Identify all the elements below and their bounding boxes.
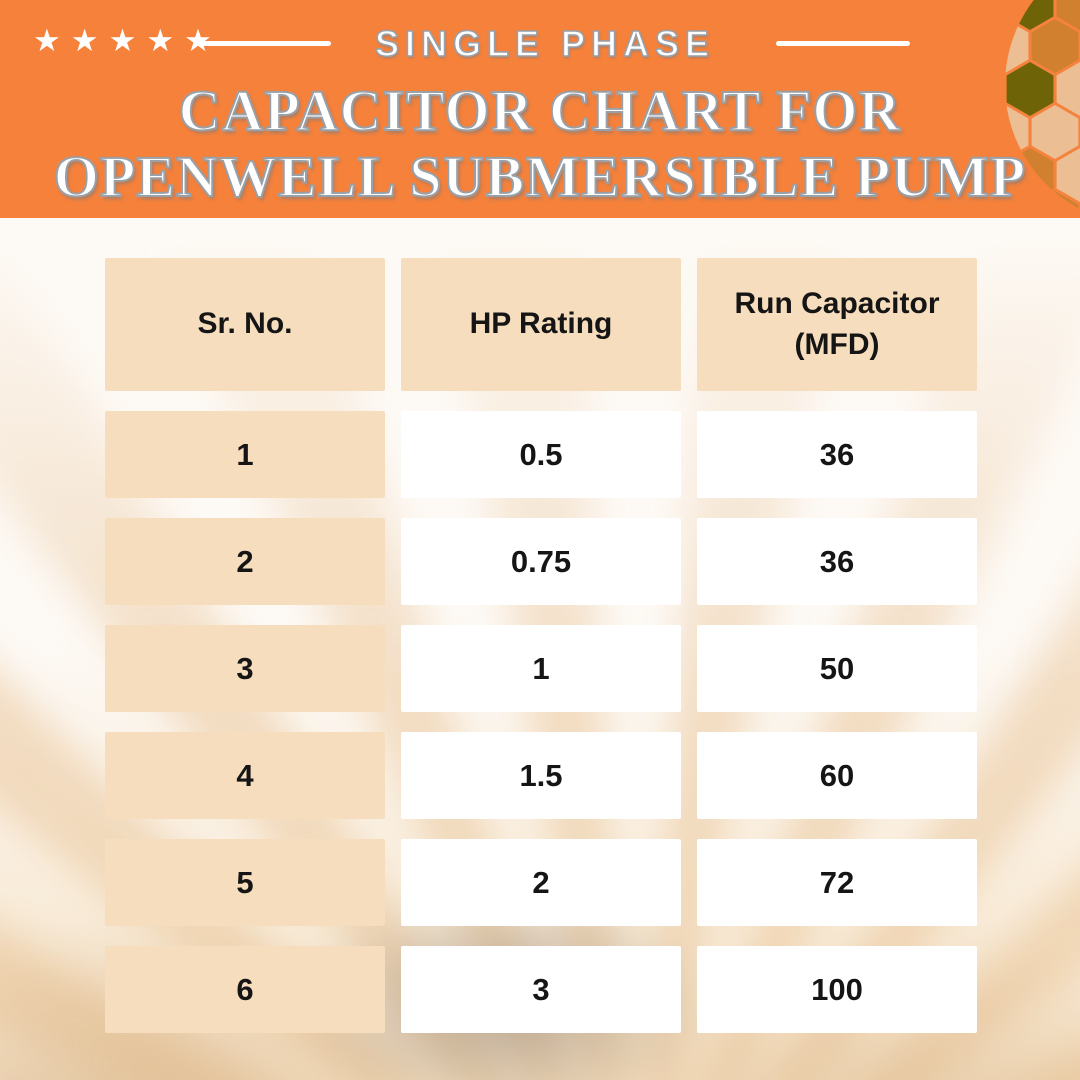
capacitor-table: Sr. No. HP Rating Run Capacitor (MFD) 1 …: [105, 258, 977, 1033]
hp-rating-cell: 1: [401, 625, 681, 712]
mfd-cell: 36: [697, 518, 977, 605]
kicker-divider-right: [776, 41, 910, 46]
hp-rating-cell: 0.5: [401, 411, 681, 498]
hp-rating-cell: 2: [401, 839, 681, 926]
sr-no-cell: 6: [105, 946, 385, 1033]
mfd-cell: 72: [697, 839, 977, 926]
header-cell-run-capacitor: Run Capacitor (MFD): [697, 258, 977, 391]
page-title-line2: OPENWELL SUBMERSIBLE PUMP: [53, 143, 1027, 210]
header-cell-sr-no: Sr. No.: [105, 258, 385, 391]
sr-no-cell: 5: [105, 839, 385, 926]
mfd-cell: 36: [697, 411, 977, 498]
sr-no-cell: 4: [105, 732, 385, 819]
hp-rating-cell: 0.75: [401, 518, 681, 605]
sr-no-cell: 2: [105, 518, 385, 605]
header-cell-hp-rating: HP Rating: [401, 258, 681, 391]
mfd-cell: 100: [697, 946, 977, 1033]
hexagon-sphere-graphic: [1005, 0, 1080, 218]
hp-rating-cell: 1.5: [401, 732, 681, 819]
sr-no-cell: 1: [105, 411, 385, 498]
page-title: CAPACITOR CHART FOR OPENWELL SUBMERSIBLE…: [0, 77, 1080, 210]
kicker-single-phase: SINGLE PHASE: [374, 23, 716, 64]
header-band: ★★★★★ SINGLE PHASE CAPACITOR CHART FOR O…: [0, 0, 1080, 218]
mfd-cell: 60: [697, 732, 977, 819]
mfd-cell: 50: [697, 625, 977, 712]
hp-rating-cell: 3: [401, 946, 681, 1033]
rating-stars-icon: ★★★★★: [33, 23, 222, 58]
kicker-divider-left: [197, 41, 331, 46]
page-title-line1: CAPACITOR CHART FOR: [178, 77, 902, 144]
sr-no-cell: 3: [105, 625, 385, 712]
